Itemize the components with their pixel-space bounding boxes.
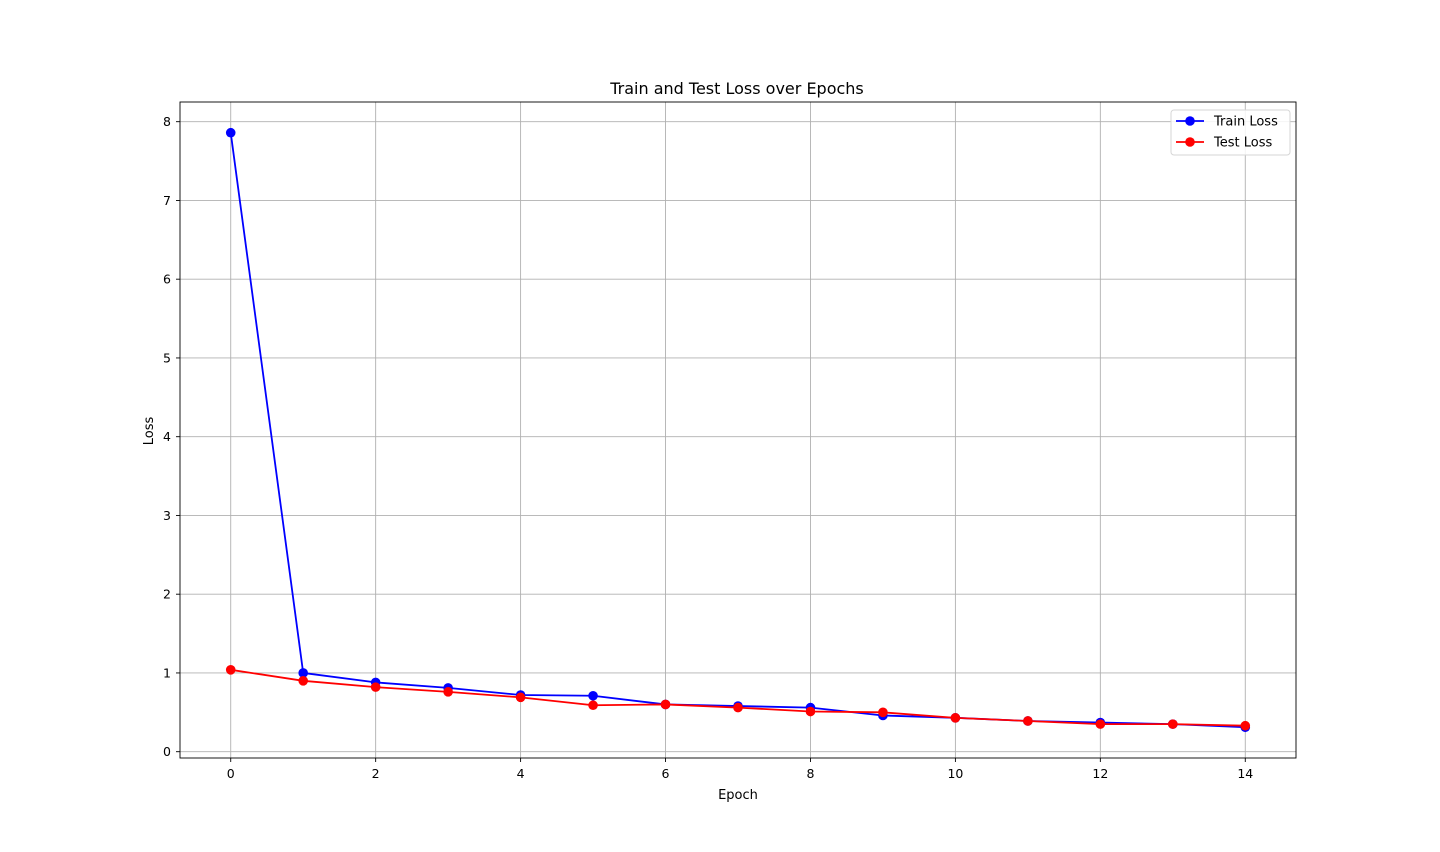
y-tick-label: 0 — [163, 744, 171, 759]
grid — [180, 102, 1296, 758]
test-loss-point — [805, 706, 816, 717]
test-loss-point — [660, 699, 671, 710]
test-loss-point — [588, 700, 598, 711]
legend-entry-train-loss: Train Loss — [1176, 115, 1278, 130]
test-loss-point — [950, 713, 961, 723]
legend-swatch-marker — [1185, 116, 1195, 126]
test-loss-point — [733, 702, 743, 713]
legend-label: Test Loss — [1213, 136, 1272, 151]
train-loss-point — [225, 127, 236, 138]
x-tick-label: 14 — [1237, 766, 1253, 781]
test-loss-point — [515, 692, 526, 703]
test-loss-point — [1240, 720, 1251, 731]
train-loss-point — [298, 668, 308, 678]
y-tick-label: 5 — [163, 350, 171, 365]
y-tick-label: 1 — [163, 665, 171, 680]
test-loss-point — [443, 687, 453, 697]
train-loss-series — [225, 127, 1251, 733]
x-tick-label: 2 — [372, 766, 380, 781]
test-loss-point — [225, 664, 236, 675]
y-tick-label: 4 — [163, 429, 171, 444]
x-tick-label: 8 — [806, 766, 814, 781]
y-tick-label: 2 — [163, 587, 171, 602]
test-loss-point — [1168, 719, 1178, 729]
test-loss-point — [1095, 719, 1106, 729]
series-layer — [225, 127, 1251, 733]
x-axis-label: Epoch — [718, 788, 758, 803]
x-tick-label: 0 — [227, 766, 235, 781]
legend: Train Loss Test Loss — [1170, 109, 1291, 156]
legend-entry-test-loss: Test Loss — [1176, 136, 1272, 151]
train-loss-line — [229, 132, 1246, 729]
test-loss-point — [370, 682, 381, 692]
y-axis-label: Loss — [142, 417, 157, 446]
x-tick-label: 10 — [947, 766, 963, 781]
y-tick-label: 6 — [163, 272, 171, 287]
test-loss-series — [225, 664, 1251, 731]
test-loss-point — [1023, 716, 1033, 726]
test-loss-point — [878, 707, 888, 718]
x-tick-label: 6 — [662, 766, 670, 781]
chart-title: Train and Test Loss over Epochs — [609, 79, 864, 98]
y-tick-label: 7 — [163, 193, 171, 208]
plot-frame — [179, 101, 1297, 759]
y-tick-label: 3 — [163, 508, 171, 523]
x-tick-label: 4 — [517, 766, 525, 781]
x-tick-label: 12 — [1092, 766, 1108, 781]
test-loss-point — [298, 676, 308, 686]
legend-label: Train Loss — [1213, 115, 1278, 130]
test-loss-line — [230, 668, 1246, 727]
y-tick-label: 8 — [163, 114, 171, 129]
legend-swatch-marker — [1185, 137, 1195, 147]
train-loss-point — [588, 690, 598, 701]
